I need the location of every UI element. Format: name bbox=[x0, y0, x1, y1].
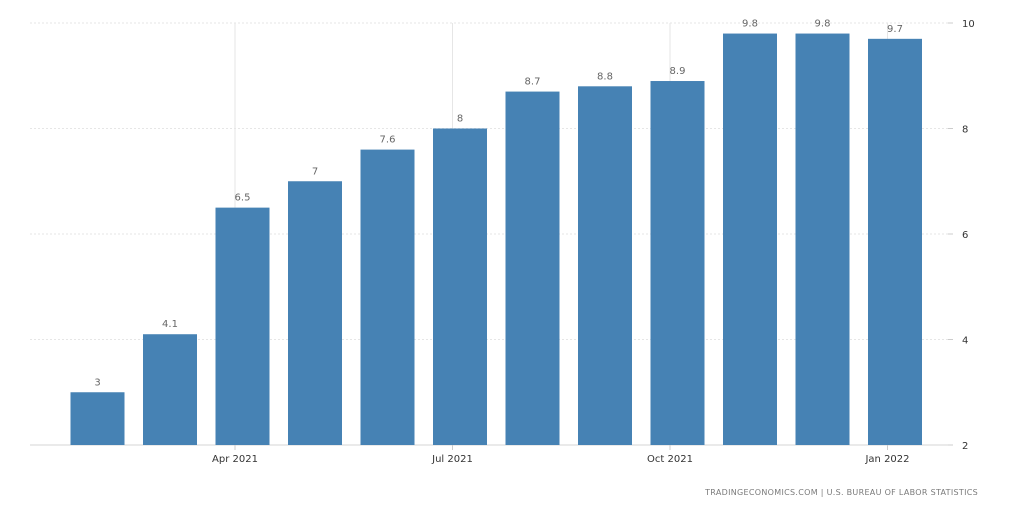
bar bbox=[650, 81, 705, 446]
data-label: 6.5 bbox=[235, 193, 251, 204]
bar bbox=[143, 334, 197, 445]
bar bbox=[505, 91, 560, 445]
data-label: 9.8 bbox=[815, 19, 831, 30]
bar bbox=[868, 38, 922, 445]
bar bbox=[795, 33, 850, 446]
bar bbox=[360, 149, 415, 445]
data-label: 9.7 bbox=[887, 24, 903, 35]
x-tick-label: Jan 2022 bbox=[864, 454, 909, 465]
data-label: 9.8 bbox=[742, 19, 758, 30]
data-label: 8 bbox=[457, 114, 463, 125]
data-label: 3 bbox=[94, 377, 100, 388]
x-tick-label: Oct 2021 bbox=[647, 454, 693, 465]
data-label: 8.8 bbox=[597, 71, 613, 82]
y-tick-label: 6 bbox=[962, 230, 968, 241]
bar bbox=[723, 33, 777, 446]
axes: 2 4 6 8 10 Apr 2021 Jul 2021 Oct 2021 Jan 2022 bbox=[212, 19, 975, 465]
value-labels: 3 4.1 6.5 7 7.6 8 8.7 8.8 8.9 9.8 9.8 9.7 bbox=[94, 19, 903, 389]
bar bbox=[433, 128, 487, 445]
bar bbox=[70, 392, 125, 445]
data-label: 7.6 bbox=[380, 135, 396, 146]
y-tick-label: 2 bbox=[962, 441, 968, 452]
bar bbox=[578, 86, 632, 446]
x-tick-label: Jul 2021 bbox=[431, 454, 473, 465]
data-label: 8.9 bbox=[670, 66, 686, 77]
source-credit: TRADINGECONOMICS.COM | U.S. BUREAU OF LA… bbox=[705, 488, 978, 497]
y-tick-label: 8 bbox=[962, 125, 968, 136]
x-tick-label: Apr 2021 bbox=[212, 454, 258, 465]
data-label: 8.7 bbox=[525, 77, 541, 88]
data-label: 7 bbox=[312, 166, 318, 177]
bars bbox=[70, 33, 922, 446]
bar bbox=[288, 181, 342, 445]
y-tick-label: 4 bbox=[962, 336, 968, 347]
data-label: 4.1 bbox=[162, 319, 178, 330]
y-tick-label: 10 bbox=[962, 19, 975, 30]
bar bbox=[215, 207, 270, 445]
